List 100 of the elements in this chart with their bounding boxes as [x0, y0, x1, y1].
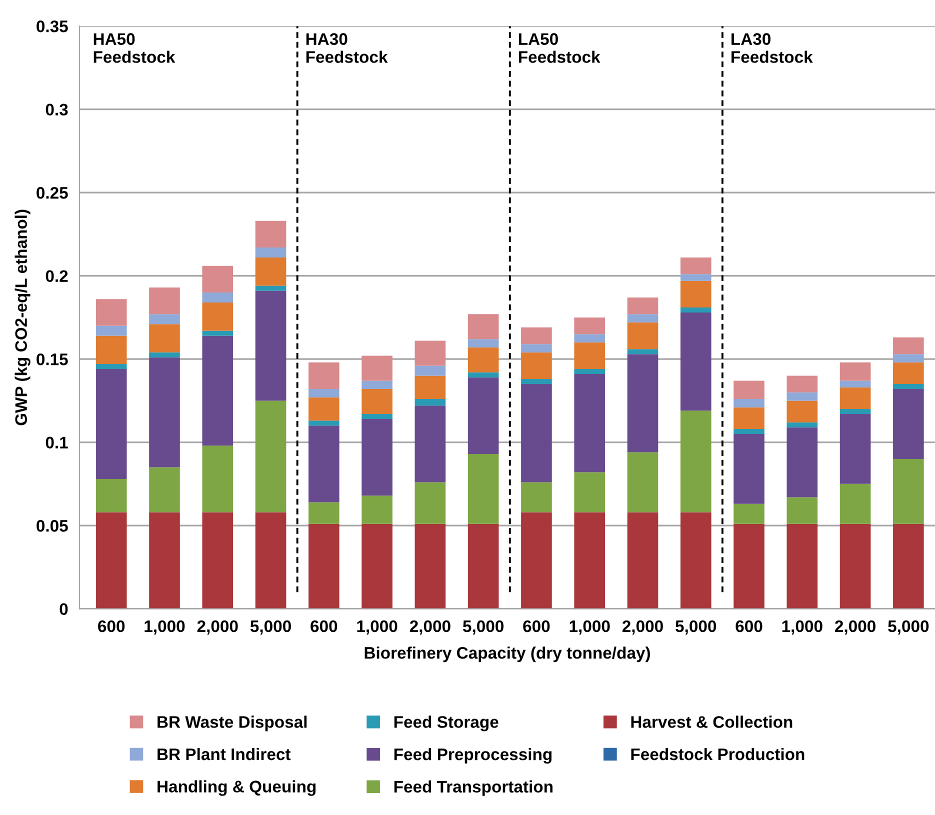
- legend-label: BR Plant Indirect: [158, 748, 291, 760]
- y-tick-label: 0.05: [36, 520, 68, 532]
- bar: [893, 354, 924, 362]
- bar: [786, 497, 818, 524]
- bar: [255, 512, 286, 609]
- bar: [893, 389, 924, 459]
- x-tick-label: 2,000: [835, 620, 876, 635]
- bar: [308, 426, 340, 502]
- x-tick-label: 2,000: [410, 620, 450, 635]
- bar: [362, 419, 392, 496]
- bar: [362, 414, 392, 420]
- bar: [627, 314, 658, 322]
- bar: [202, 446, 234, 512]
- y-tick-label: 0.3: [46, 104, 68, 116]
- bar: [468, 454, 499, 524]
- bar: [680, 274, 712, 281]
- bar: [627, 297, 658, 314]
- bar: [362, 524, 392, 609]
- bar: [362, 380, 392, 390]
- bar: [414, 482, 446, 524]
- bar: [680, 307, 712, 312]
- bar: [786, 524, 818, 609]
- bar: [468, 524, 499, 609]
- bar: [414, 406, 446, 482]
- bar: [521, 327, 552, 344]
- y-tick-label: 0.15: [36, 353, 68, 366]
- x-tick-label: 5,000: [676, 620, 716, 635]
- bar: [414, 399, 446, 406]
- bar: [893, 337, 924, 354]
- bar: [521, 352, 552, 380]
- bar: [893, 384, 924, 390]
- bar: [202, 512, 234, 609]
- y-tick-label: 0.35: [36, 20, 68, 32]
- legend-label: Feed Storage: [394, 716, 498, 732]
- bar: [893, 458, 924, 524]
- x-tick-label: 600: [310, 620, 338, 632]
- bar: [574, 369, 606, 374]
- y-axis-title: GWP (kg CO2-eq/L ethanol): [14, 210, 30, 426]
- annotation: LA30 Feedstock: [732, 33, 813, 63]
- bar: [521, 379, 552, 384]
- x-tick-label: 5,000: [462, 620, 504, 635]
- bar: [96, 364, 127, 370]
- bar: [786, 427, 818, 498]
- bar: [414, 376, 446, 400]
- bar: [521, 344, 552, 352]
- bar: [362, 496, 392, 524]
- bar: [574, 317, 606, 334]
- bar: [574, 374, 606, 472]
- bar: [149, 467, 180, 512]
- x-tick-label: 600: [736, 620, 762, 632]
- bar: [308, 524, 340, 609]
- bar: [308, 502, 340, 524]
- x-tick-label: 1,000: [782, 620, 822, 635]
- bar: [202, 266, 234, 292]
- bar: [680, 312, 712, 411]
- bar: [734, 434, 764, 504]
- bar: [308, 389, 340, 398]
- bar: [786, 422, 818, 428]
- y-tick-label: 0.25: [36, 186, 68, 199]
- bar: [414, 340, 446, 366]
- bar: [734, 504, 764, 524]
- bar: [202, 302, 234, 331]
- bar: [255, 400, 286, 512]
- bar: [149, 357, 180, 468]
- bar: [627, 452, 658, 512]
- bar: [149, 324, 180, 352]
- bar: [680, 280, 712, 308]
- bar: [149, 352, 180, 358]
- legend-label: Harvest & Collection: [631, 716, 792, 728]
- bar: [786, 400, 818, 422]
- bar: [255, 290, 286, 401]
- legend-label: Handling & Queuing: [158, 780, 316, 796]
- y-tick-label: 0.2: [46, 270, 68, 282]
- bar: [362, 389, 392, 414]
- bar: [202, 292, 234, 302]
- bar: [627, 512, 658, 609]
- bar: [840, 484, 871, 524]
- bar: [521, 384, 552, 482]
- x-tick-label: 5,000: [888, 620, 929, 635]
- bar: [96, 336, 127, 364]
- bar: [414, 366, 446, 376]
- x-tick-label: 1,000: [144, 620, 185, 635]
- bar: [840, 362, 871, 381]
- bar: [734, 428, 764, 434]
- bar: [840, 524, 871, 609]
- bar: [96, 478, 127, 512]
- annotation: LA50 Feedstock: [518, 33, 600, 63]
- legend-label: Feed Transportation: [394, 780, 552, 796]
- bar: [840, 380, 871, 388]
- bar: [627, 322, 658, 350]
- bar: [202, 330, 234, 336]
- bar: [734, 399, 764, 408]
- y-tick-label: 0.1: [46, 436, 68, 449]
- bar: [96, 512, 127, 609]
- bar: [680, 410, 712, 512]
- x-axis-title: Biorefinery Capacity (dry tonne/day): [364, 646, 650, 662]
- bar: [468, 377, 499, 454]
- bar: [96, 369, 127, 479]
- bar: [149, 287, 180, 314]
- x-tick-label: 1,000: [357, 620, 398, 635]
